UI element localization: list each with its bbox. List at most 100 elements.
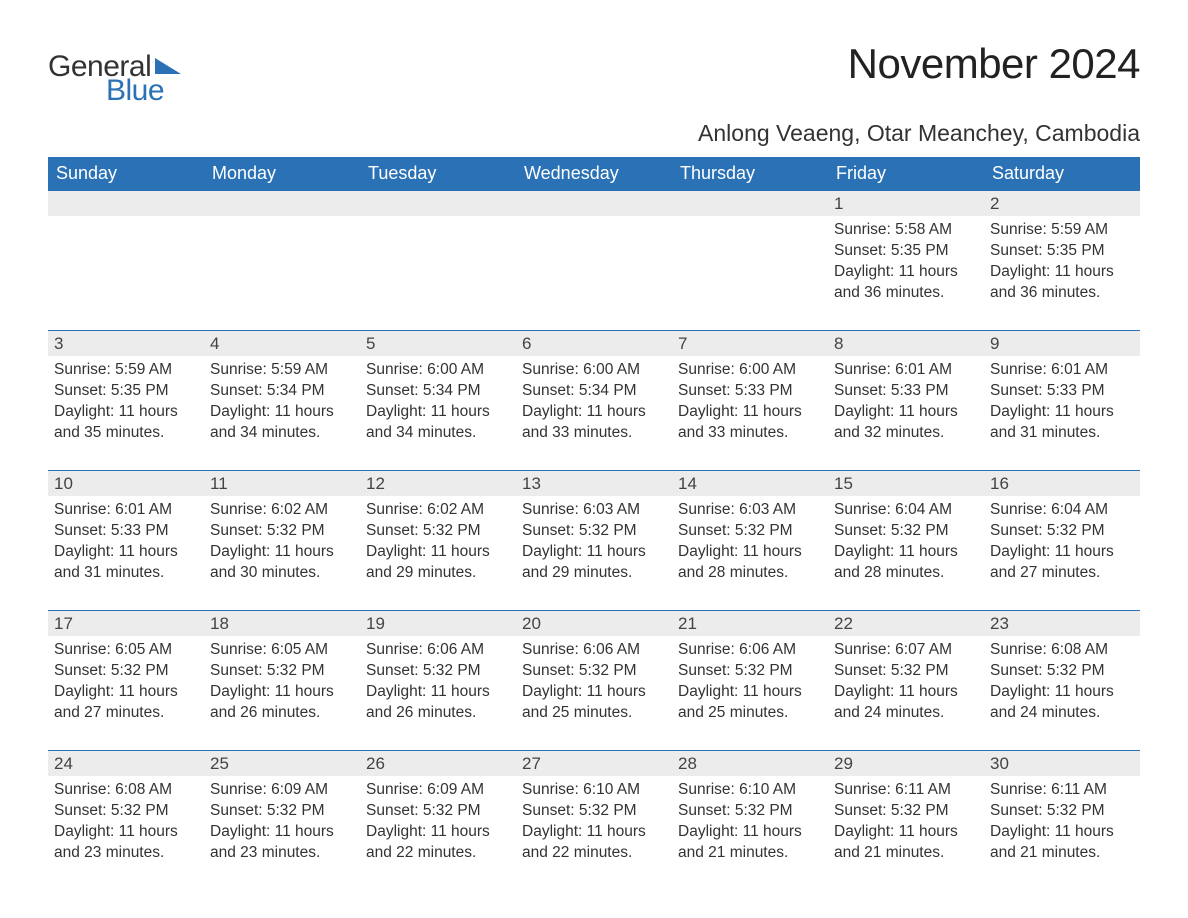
daylight-text: Daylight: 11 hours and 23 minutes. xyxy=(210,822,354,864)
sunset-text: Sunset: 5:32 PM xyxy=(678,801,822,822)
sunrise-text: Sunrise: 6:00 AM xyxy=(366,360,510,381)
day-number: 23 xyxy=(984,610,1140,636)
day-details: Sunrise: 6:11 AMSunset: 5:32 PMDaylight:… xyxy=(984,776,1140,870)
brand-triangle-icon xyxy=(155,58,181,74)
daylight-text: Daylight: 11 hours and 29 minutes. xyxy=(366,542,510,584)
daylight-text: Daylight: 11 hours and 26 minutes. xyxy=(366,682,510,724)
sunset-text: Sunset: 5:35 PM xyxy=(834,241,978,262)
day-number: 15 xyxy=(828,470,984,496)
sunrise-text: Sunrise: 6:00 AM xyxy=(678,360,822,381)
sunset-text: Sunset: 5:35 PM xyxy=(990,241,1134,262)
sunrise-text: Sunrise: 6:04 AM xyxy=(990,500,1134,521)
calendar-day-cell: 20Sunrise: 6:06 AMSunset: 5:32 PMDayligh… xyxy=(516,610,672,750)
calendar-empty-cell xyxy=(204,190,360,330)
title-block: November 2024 xyxy=(848,40,1140,88)
daylight-text: Daylight: 11 hours and 23 minutes. xyxy=(54,822,198,864)
daylight-text: Daylight: 11 hours and 31 minutes. xyxy=(54,542,198,584)
day-number: 17 xyxy=(48,610,204,636)
sunset-text: Sunset: 5:32 PM xyxy=(990,661,1134,682)
day-number: 7 xyxy=(672,330,828,356)
calendar-day-cell: 29Sunrise: 6:11 AMSunset: 5:32 PMDayligh… xyxy=(828,750,984,890)
calendar-day-cell: 18Sunrise: 6:05 AMSunset: 5:32 PMDayligh… xyxy=(204,610,360,750)
sunrise-text: Sunrise: 6:08 AM xyxy=(990,640,1134,661)
sunset-text: Sunset: 5:32 PM xyxy=(54,661,198,682)
day-details: Sunrise: 6:03 AMSunset: 5:32 PMDaylight:… xyxy=(672,496,828,590)
day-details: Sunrise: 6:02 AMSunset: 5:32 PMDaylight:… xyxy=(204,496,360,590)
calendar-day-cell: 1Sunrise: 5:58 AMSunset: 5:35 PMDaylight… xyxy=(828,190,984,330)
sunset-text: Sunset: 5:32 PM xyxy=(54,801,198,822)
day-details: Sunrise: 6:01 AMSunset: 5:33 PMDaylight:… xyxy=(48,496,204,590)
sunrise-text: Sunrise: 6:01 AM xyxy=(834,360,978,381)
daylight-text: Daylight: 11 hours and 21 minutes. xyxy=(990,822,1134,864)
day-details: Sunrise: 6:03 AMSunset: 5:32 PMDaylight:… xyxy=(516,496,672,590)
sunrise-text: Sunrise: 6:08 AM xyxy=(54,780,198,801)
day-number: 22 xyxy=(828,610,984,636)
brand-word-blue: Blue xyxy=(106,74,181,108)
day-details: Sunrise: 6:05 AMSunset: 5:32 PMDaylight:… xyxy=(48,636,204,730)
day-details: Sunrise: 6:04 AMSunset: 5:32 PMDaylight:… xyxy=(984,496,1140,590)
daylight-text: Daylight: 11 hours and 27 minutes. xyxy=(990,542,1134,584)
calendar-day-cell: 5Sunrise: 6:00 AMSunset: 5:34 PMDaylight… xyxy=(360,330,516,470)
calendar-day-cell: 26Sunrise: 6:09 AMSunset: 5:32 PMDayligh… xyxy=(360,750,516,890)
day-number: 19 xyxy=(360,610,516,636)
day-details: Sunrise: 5:59 AMSunset: 5:34 PMDaylight:… xyxy=(204,356,360,450)
calendar-day-cell: 15Sunrise: 6:04 AMSunset: 5:32 PMDayligh… xyxy=(828,470,984,610)
day-number: 1 xyxy=(828,190,984,216)
sunrise-text: Sunrise: 6:00 AM xyxy=(522,360,666,381)
sunrise-text: Sunrise: 6:09 AM xyxy=(366,780,510,801)
calendar-day-cell: 7Sunrise: 6:00 AMSunset: 5:33 PMDaylight… xyxy=(672,330,828,470)
day-details: Sunrise: 6:07 AMSunset: 5:32 PMDaylight:… xyxy=(828,636,984,730)
day-details: Sunrise: 6:09 AMSunset: 5:32 PMDaylight:… xyxy=(204,776,360,870)
day-number: 24 xyxy=(48,750,204,776)
sunset-text: Sunset: 5:34 PM xyxy=(522,381,666,402)
calendar-header: SundayMondayTuesdayWednesdayThursdayFrid… xyxy=(48,157,1140,190)
daylight-text: Daylight: 11 hours and 33 minutes. xyxy=(522,402,666,444)
daylight-text: Daylight: 11 hours and 25 minutes. xyxy=(522,682,666,724)
weekday-header: Sunday xyxy=(48,157,204,190)
brand-logo: General Blue xyxy=(48,50,181,108)
calendar-day-cell: 11Sunrise: 6:02 AMSunset: 5:32 PMDayligh… xyxy=(204,470,360,610)
weekday-header: Monday xyxy=(204,157,360,190)
day-details: Sunrise: 6:09 AMSunset: 5:32 PMDaylight:… xyxy=(360,776,516,870)
day-details: Sunrise: 6:01 AMSunset: 5:33 PMDaylight:… xyxy=(828,356,984,450)
empty-day-bar xyxy=(516,190,672,216)
daylight-text: Daylight: 11 hours and 36 minutes. xyxy=(834,262,978,304)
sunrise-text: Sunrise: 6:05 AM xyxy=(54,640,198,661)
sunset-text: Sunset: 5:32 PM xyxy=(522,521,666,542)
day-details: Sunrise: 6:00 AMSunset: 5:34 PMDaylight:… xyxy=(516,356,672,450)
sunrise-text: Sunrise: 6:07 AM xyxy=(834,640,978,661)
calendar-day-cell: 6Sunrise: 6:00 AMSunset: 5:34 PMDaylight… xyxy=(516,330,672,470)
weekday-header: Friday xyxy=(828,157,984,190)
daylight-text: Daylight: 11 hours and 22 minutes. xyxy=(366,822,510,864)
day-details: Sunrise: 6:04 AMSunset: 5:32 PMDaylight:… xyxy=(828,496,984,590)
calendar-empty-cell xyxy=(360,190,516,330)
daylight-text: Daylight: 11 hours and 28 minutes. xyxy=(678,542,822,584)
calendar-day-cell: 28Sunrise: 6:10 AMSunset: 5:32 PMDayligh… xyxy=(672,750,828,890)
calendar-day-cell: 25Sunrise: 6:09 AMSunset: 5:32 PMDayligh… xyxy=(204,750,360,890)
daylight-text: Daylight: 11 hours and 22 minutes. xyxy=(522,822,666,864)
sunrise-text: Sunrise: 6:04 AM xyxy=(834,500,978,521)
sunrise-text: Sunrise: 6:05 AM xyxy=(210,640,354,661)
day-number: 25 xyxy=(204,750,360,776)
day-details: Sunrise: 6:11 AMSunset: 5:32 PMDaylight:… xyxy=(828,776,984,870)
calendar-day-cell: 12Sunrise: 6:02 AMSunset: 5:32 PMDayligh… xyxy=(360,470,516,610)
day-number: 3 xyxy=(48,330,204,356)
empty-day-bar xyxy=(48,190,204,216)
sunset-text: Sunset: 5:32 PM xyxy=(834,521,978,542)
day-number: 27 xyxy=(516,750,672,776)
sunrise-text: Sunrise: 6:02 AM xyxy=(210,500,354,521)
sunset-text: Sunset: 5:34 PM xyxy=(366,381,510,402)
sunset-text: Sunset: 5:34 PM xyxy=(210,381,354,402)
calendar-week-row: 17Sunrise: 6:05 AMSunset: 5:32 PMDayligh… xyxy=(48,610,1140,750)
daylight-text: Daylight: 11 hours and 36 minutes. xyxy=(990,262,1134,304)
sunrise-text: Sunrise: 6:09 AM xyxy=(210,780,354,801)
daylight-text: Daylight: 11 hours and 33 minutes. xyxy=(678,402,822,444)
day-details: Sunrise: 6:10 AMSunset: 5:32 PMDaylight:… xyxy=(516,776,672,870)
calendar-day-cell: 4Sunrise: 5:59 AMSunset: 5:34 PMDaylight… xyxy=(204,330,360,470)
sunrise-text: Sunrise: 6:10 AM xyxy=(678,780,822,801)
day-number: 4 xyxy=(204,330,360,356)
sunrise-text: Sunrise: 5:59 AM xyxy=(990,220,1134,241)
calendar-day-cell: 19Sunrise: 6:06 AMSunset: 5:32 PMDayligh… xyxy=(360,610,516,750)
sunset-text: Sunset: 5:33 PM xyxy=(990,381,1134,402)
sunrise-text: Sunrise: 6:01 AM xyxy=(54,500,198,521)
